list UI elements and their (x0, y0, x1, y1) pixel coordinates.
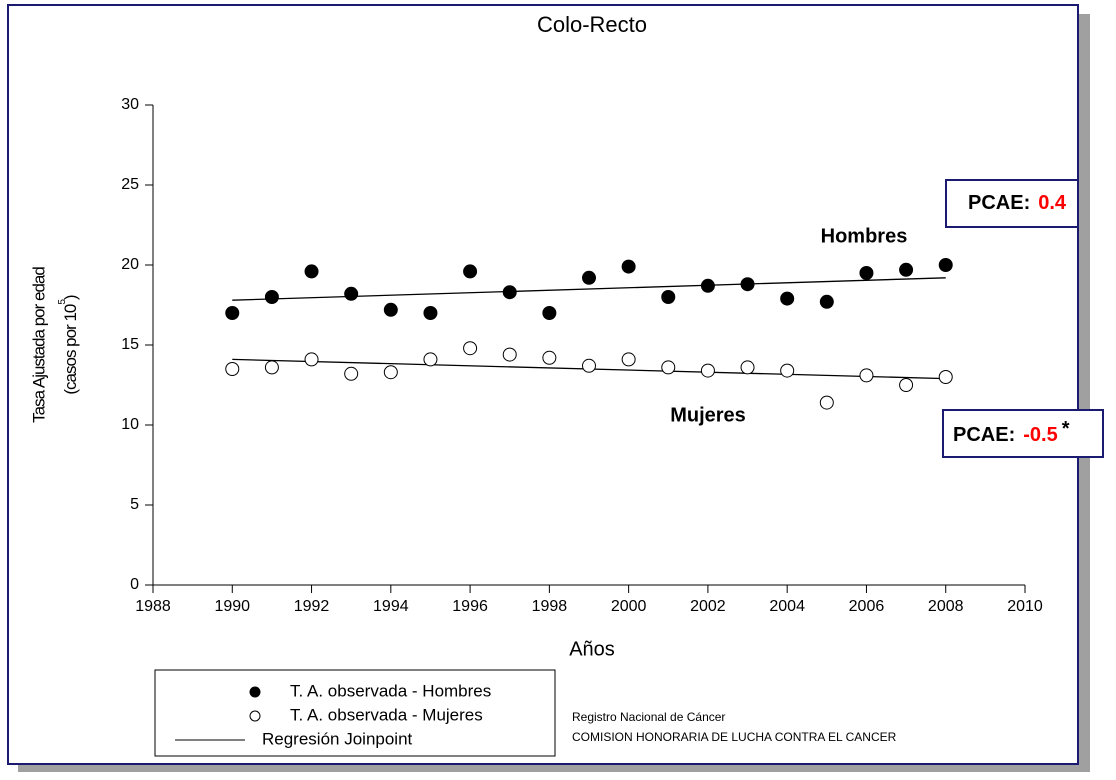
legend-label: T. A. observada - Mujeres (290, 705, 483, 724)
data-point (819, 294, 834, 309)
data-point (780, 291, 795, 306)
y-tick-label: 10 (121, 416, 139, 433)
data-point (819, 395, 834, 410)
y-label-line1: Tasa Ajustada por edad (29, 267, 48, 423)
data-point (899, 378, 914, 392)
data-point (700, 363, 715, 378)
hombres-label: Hombres (821, 225, 908, 247)
data-point (304, 264, 319, 279)
data-point (542, 306, 557, 320)
data-point (225, 362, 240, 376)
data-point (582, 270, 596, 285)
x-tick-label: 2004 (769, 598, 805, 615)
data-point (938, 370, 953, 384)
y-tick-label: 25 (121, 176, 139, 193)
data-point (661, 290, 676, 304)
x-tick-label: 2010 (1007, 598, 1043, 615)
y-tick-label: 30 (121, 96, 139, 113)
data-point (938, 258, 953, 272)
x-tick-label: 2002 (690, 598, 726, 615)
y-label-exp: 5 (57, 299, 68, 305)
pcae-label: PCAE: (953, 424, 1015, 446)
data-point (344, 366, 359, 381)
data-point (780, 363, 795, 378)
y-tick-label: 5 (130, 496, 139, 513)
data-point (859, 266, 874, 280)
x-tick-label: 2008 (928, 598, 964, 615)
data-point (542, 350, 557, 365)
data-point (899, 262, 914, 277)
data-point (463, 341, 478, 356)
legend-label: T. A. observada - Hombres (290, 681, 491, 700)
data-point (859, 368, 874, 383)
frame (7, 4, 1079, 765)
pcae-box (942, 409, 1104, 458)
x-tick-label: 1992 (294, 598, 330, 615)
x-tick-label: 1994 (373, 598, 409, 615)
y-axis-label: Tasa Ajustada por edad (casos por 105) (29, 267, 80, 423)
y-label-line2: (casos por 105) (57, 295, 81, 395)
chart-title: Colo-Recto (537, 12, 647, 37)
data-point (740, 277, 755, 292)
x-tick-label: 2000 (611, 598, 647, 615)
legend-marker (249, 686, 261, 698)
data-point (264, 290, 279, 304)
x-tick-label: 2006 (849, 598, 885, 615)
data-point (700, 278, 715, 293)
legend-label: Regresión Joinpoint (262, 729, 413, 748)
data-point (502, 285, 517, 300)
data-point (621, 259, 636, 274)
pcae-text: PCAE: 0.4 (968, 192, 1067, 214)
mujeres-label: Mujeres (670, 404, 746, 426)
data-point (344, 286, 359, 301)
data-point (304, 352, 319, 367)
x-tick-label: 1998 (532, 598, 568, 615)
footer-text: Registro Nacional de Cáncer (572, 710, 725, 724)
footer-text: COMISION HONORARIA DE LUCHA CONTRA EL CA… (572, 730, 897, 744)
data-point (502, 347, 517, 362)
data-point (225, 306, 240, 320)
x-axis-label: Años (569, 638, 615, 660)
legend (154, 669, 556, 757)
pcae-text: PCAE: -0.5 * (953, 418, 1070, 446)
y-label-close: ) (61, 295, 80, 300)
y-tick-label: 15 (121, 336, 139, 353)
data-point (463, 264, 478, 279)
data-point (621, 352, 636, 367)
data-point (423, 306, 438, 320)
data-point (582, 358, 596, 373)
pcae-mark: * (1062, 418, 1070, 440)
x-tick-label: 1996 (452, 598, 488, 615)
data-point (661, 360, 676, 375)
x-tick-label: 1988 (135, 598, 171, 615)
data-point (423, 352, 438, 367)
pcae-label: PCAE: (968, 192, 1030, 214)
y-tick-label: 20 (121, 256, 139, 273)
x-tick-label: 1990 (214, 598, 250, 615)
data-point (383, 365, 398, 380)
pcae-box (945, 179, 1079, 228)
y-label-text: (casos por 10 (61, 304, 80, 395)
data-point (740, 360, 755, 375)
legend-marker (249, 710, 261, 722)
y-tick-label: 0 (130, 576, 139, 593)
pcae-value: -0.5 (1023, 424, 1057, 446)
pcae-value: 0.4 (1038, 192, 1067, 214)
data-point (383, 302, 398, 317)
data-point (264, 360, 279, 375)
